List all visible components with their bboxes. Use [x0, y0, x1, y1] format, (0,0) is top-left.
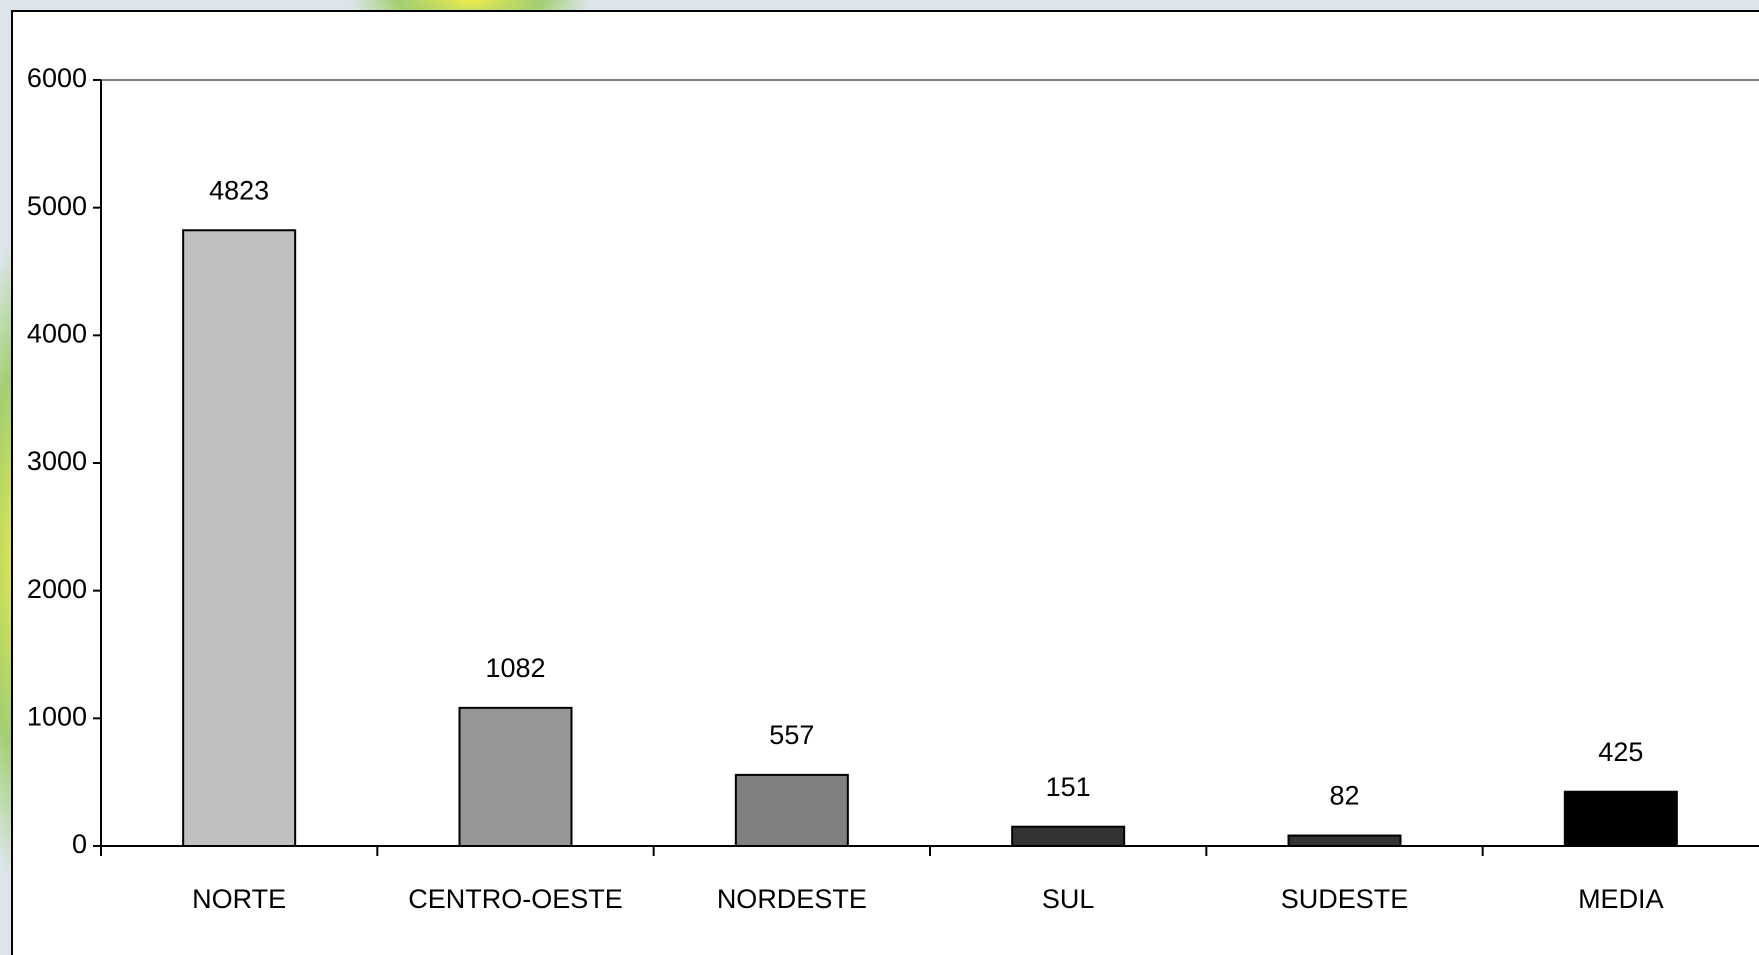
y-tick-label: 0: [72, 829, 87, 859]
bar: [1563, 790, 1678, 847]
x-tick-label: MEDIA: [1578, 884, 1664, 914]
bar: [1011, 825, 1126, 848]
y-tick-label: 5000: [27, 191, 87, 221]
data-label: 557: [769, 720, 814, 750]
x-tick-label: SUL: [1042, 884, 1095, 914]
y-tick-label: 2000: [27, 574, 87, 604]
bar: [458, 706, 573, 848]
x-tick-label: NORDESTE: [717, 884, 867, 914]
chart-area: [11, 10, 1759, 955]
y-tick-label: 3000: [27, 446, 87, 476]
data-label: 1082: [485, 653, 545, 683]
x-tick-label: CENTRO-OESTE: [408, 884, 623, 914]
y-tick-label: 1000: [27, 701, 87, 731]
data-label: 425: [1598, 737, 1643, 767]
data-label: 82: [1329, 781, 1359, 811]
x-tick-label: NORTE: [192, 884, 286, 914]
bar: [182, 229, 297, 847]
y-tick-label: 6000: [27, 63, 87, 93]
data-label: 151: [1046, 772, 1091, 802]
bar: [1287, 834, 1402, 847]
data-label: 4823: [209, 175, 269, 205]
x-tick-label: SUDESTE: [1281, 884, 1409, 914]
bar: [734, 773, 849, 847]
y-tick-label: 4000: [27, 318, 87, 348]
